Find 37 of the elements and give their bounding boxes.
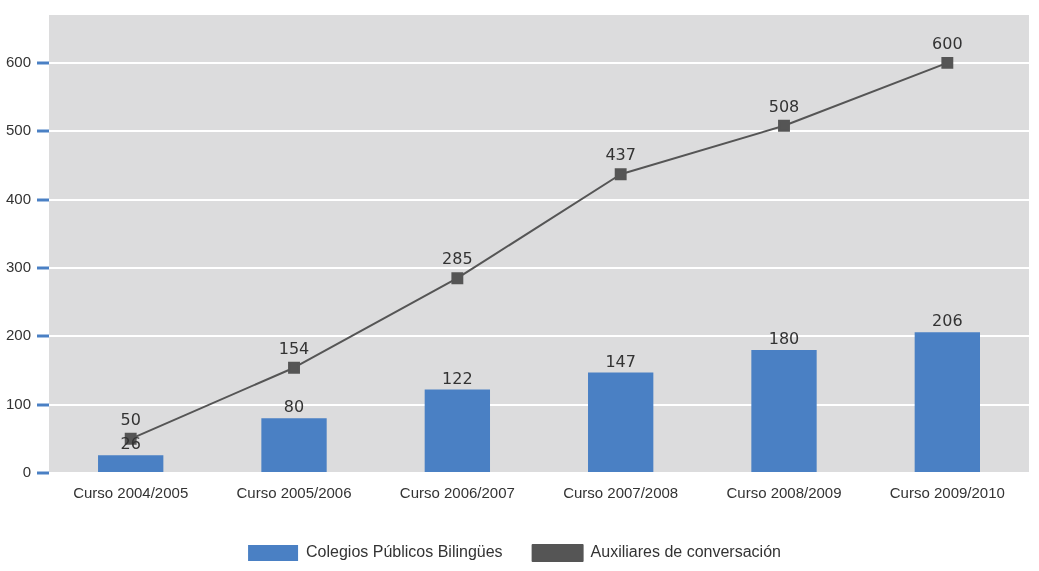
data-label: 180 (768, 329, 800, 349)
y-tick-label: 100 (6, 394, 32, 412)
data-label: 600 (932, 34, 963, 54)
data-label: 206 (932, 311, 963, 331)
point (941, 56, 954, 69)
point (451, 272, 464, 285)
data-label: 122 (442, 368, 473, 388)
data-label: 147 (605, 351, 636, 371)
y-tick-label: 400 (6, 189, 32, 207)
legend-label: Auxiliares de conversación (590, 543, 781, 561)
y-tick-label: 300 (6, 258, 32, 276)
x-tick-label: Curso 2004/2005 (73, 484, 189, 502)
x-tick-label: Curso 2008/2009 (726, 484, 842, 502)
x-tick-label: Curso 2006/2007 (399, 484, 515, 502)
data-label: 285 (442, 249, 473, 269)
bar (98, 455, 164, 472)
legend-label: Colegios Públicos Bilingües (306, 543, 503, 561)
point (614, 168, 627, 181)
y-tick-label: 0 (22, 463, 32, 481)
x-tick-label: Curso 2009/2010 (889, 484, 1005, 502)
bar (751, 349, 817, 472)
data-label: 50 (120, 409, 141, 429)
y-tick-label: 500 (6, 121, 32, 139)
point (778, 119, 790, 132)
bar (424, 389, 491, 472)
x-tick-label: Curso 2005/2006 (236, 484, 352, 502)
point (288, 361, 300, 374)
data-label: 154 (278, 338, 310, 358)
x-tick-label: Curso 2007/2008 (563, 484, 679, 502)
y-tick-label: 600 (6, 52, 32, 70)
data-label: 508 (768, 96, 800, 116)
data-label: 437 (605, 145, 636, 165)
bar (261, 418, 327, 472)
bar (588, 372, 654, 472)
y-tick-label: 200 (6, 326, 32, 344)
bar (914, 332, 980, 472)
data-label: 80 (283, 397, 305, 417)
